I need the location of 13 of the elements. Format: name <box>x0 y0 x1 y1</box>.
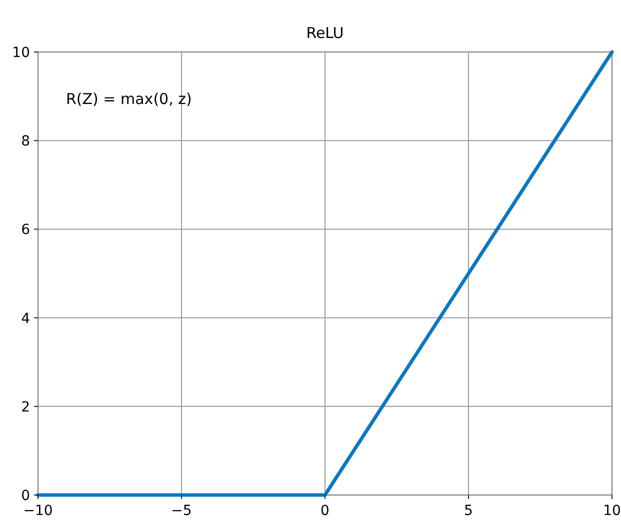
x-tick-label: 0 <box>320 503 330 519</box>
annotation: R(Z) = max(0, z) <box>66 90 192 108</box>
y-tick-label: 10 <box>12 45 30 61</box>
y-tick-label: 0 <box>21 488 30 504</box>
x-tick-label: −5 <box>171 503 192 519</box>
x-tick-label: −10 <box>23 503 53 519</box>
y-tick-label: 4 <box>21 310 30 327</box>
y-tick-label: 2 <box>21 399 30 416</box>
x-tick-label: 10 <box>603 503 621 519</box>
y-tick-label: 8 <box>21 134 30 150</box>
chart-title: ReLU <box>306 24 344 42</box>
y-tick-label: 6 <box>21 222 30 238</box>
x-tick-label: 5 <box>464 503 473 519</box>
